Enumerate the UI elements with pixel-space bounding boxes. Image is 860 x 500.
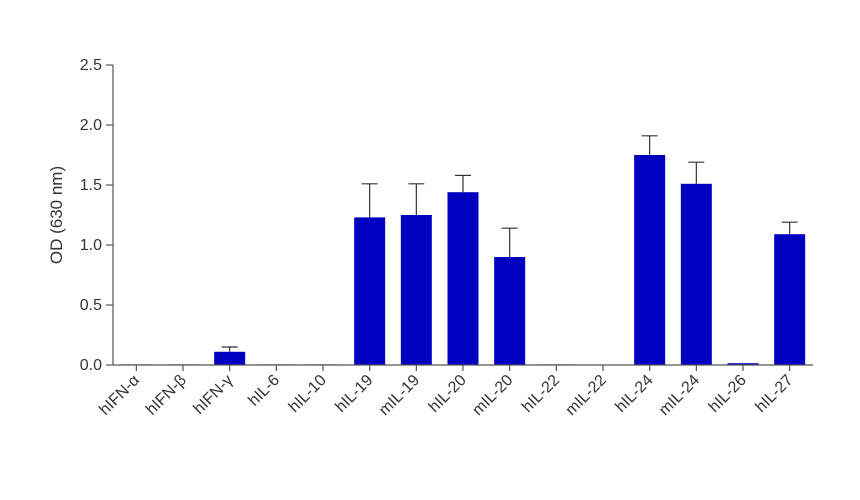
y-axis-title: OD (630 nm) xyxy=(47,166,66,264)
y-tick-label: 0.0 xyxy=(80,357,102,374)
bar xyxy=(214,351,246,365)
bar xyxy=(400,215,432,365)
x-tick-label: hIL-6 xyxy=(245,372,283,410)
x-tick-label: mIL-20 xyxy=(469,372,516,419)
y-tick-label: 1.0 xyxy=(80,237,102,254)
bar xyxy=(680,183,712,365)
x-tick-label: hIL-22 xyxy=(519,372,563,416)
bar xyxy=(447,192,479,365)
x-tick-label: hIFN-α xyxy=(96,372,143,419)
x-tick-label: hIL-10 xyxy=(286,372,330,416)
x-tick-label: hIL-26 xyxy=(706,372,750,416)
bars xyxy=(120,135,806,365)
bar xyxy=(494,257,526,365)
y-tick-label: 1.5 xyxy=(80,177,102,194)
bar xyxy=(354,217,386,365)
y-tick-label: 2.0 xyxy=(80,117,102,134)
x-tick-label: hIL-20 xyxy=(426,372,470,416)
x-tick-label: hIL-19 xyxy=(332,372,376,416)
y-axis: 0.0 0.5 1.0 1.5 2.0 2.5 xyxy=(80,57,114,374)
y-tick-label: 0.5 xyxy=(80,297,102,314)
x-axis: hIFN-α hIFN-β hIFN-γ hIL-6 hIL-10 hIL-19 mIL-1… xyxy=(96,364,813,419)
x-tick-label: hIFN-γ xyxy=(191,372,237,418)
y-tick-label: 2.5 xyxy=(80,57,102,74)
x-tick-label: hIL-24 xyxy=(612,372,656,416)
bar xyxy=(774,234,806,365)
x-tick-label: mIL-24 xyxy=(656,372,703,419)
bar xyxy=(727,363,759,365)
bar xyxy=(634,155,666,365)
x-tick-label: hIL-27 xyxy=(752,372,796,416)
x-tick-label: mIL-22 xyxy=(563,372,610,419)
x-tick-label: mIL-19 xyxy=(376,372,423,419)
x-tick-label: hIFN-β xyxy=(143,372,190,419)
